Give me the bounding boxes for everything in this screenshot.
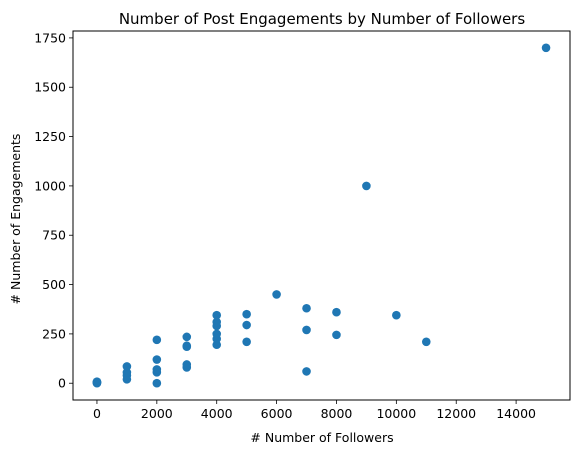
scatter-point <box>242 337 251 347</box>
y-tick-label: 1500 <box>34 80 66 95</box>
y-axis-label: # Number of Engagements <box>8 134 23 305</box>
x-tick-label: 2000 <box>141 406 173 421</box>
y-tick-label: 250 <box>42 326 66 341</box>
scatter-point <box>392 310 401 320</box>
scatter-point <box>212 310 222 320</box>
scatter-point <box>272 290 281 299</box>
x-tick-label: 10000 <box>376 406 416 421</box>
x-tick-label: 4000 <box>201 406 233 421</box>
plot-area-frame <box>72 30 571 401</box>
y-tick-label: 1750 <box>34 30 66 45</box>
scatter-point <box>92 377 102 386</box>
scatter-point <box>302 325 311 335</box>
scatter-point <box>302 303 311 313</box>
y-tick-label: 1000 <box>34 178 66 193</box>
x-tick-label: 6000 <box>261 406 293 421</box>
y-tick-label: 1250 <box>34 129 66 144</box>
x-axis-label: # Number of Followers <box>250 430 393 445</box>
scatter-point <box>182 360 192 369</box>
scatter-point <box>182 341 192 351</box>
scatter-point <box>421 337 431 347</box>
scatter-point <box>152 378 162 388</box>
scatter-point <box>152 355 162 364</box>
scatter-point <box>242 320 251 330</box>
x-tick-label: 14000 <box>496 406 536 421</box>
points-layer <box>92 43 551 388</box>
scatter-point <box>122 368 132 377</box>
y-tick-label: 750 <box>42 228 66 243</box>
scatter-point <box>212 340 222 350</box>
scatter-point <box>212 329 222 339</box>
scatter-point <box>212 317 222 327</box>
y-tick-label: 0 <box>58 376 66 391</box>
y-tick-label: 500 <box>42 277 66 292</box>
scatter-point <box>182 332 192 342</box>
scatter-point <box>332 330 341 340</box>
scatter-point <box>541 43 551 53</box>
scatter-point <box>152 335 162 345</box>
scatter-point <box>242 309 251 319</box>
x-tick-label: 12000 <box>436 406 476 421</box>
chart-title: Number of Post Engagements by Number of … <box>119 10 526 28</box>
scatter-point <box>302 367 311 376</box>
tick-layer: 0 2000 4000 6000 8000 10000 12000 14000 0 250 500 7… <box>34 30 536 421</box>
x-tick-label: 8000 <box>321 406 353 421</box>
scatter-point <box>362 181 371 191</box>
scatter-point <box>122 362 132 371</box>
x-tick-label: 0 <box>93 406 101 421</box>
scatter-point <box>332 307 341 317</box>
scatter-point <box>152 365 162 374</box>
